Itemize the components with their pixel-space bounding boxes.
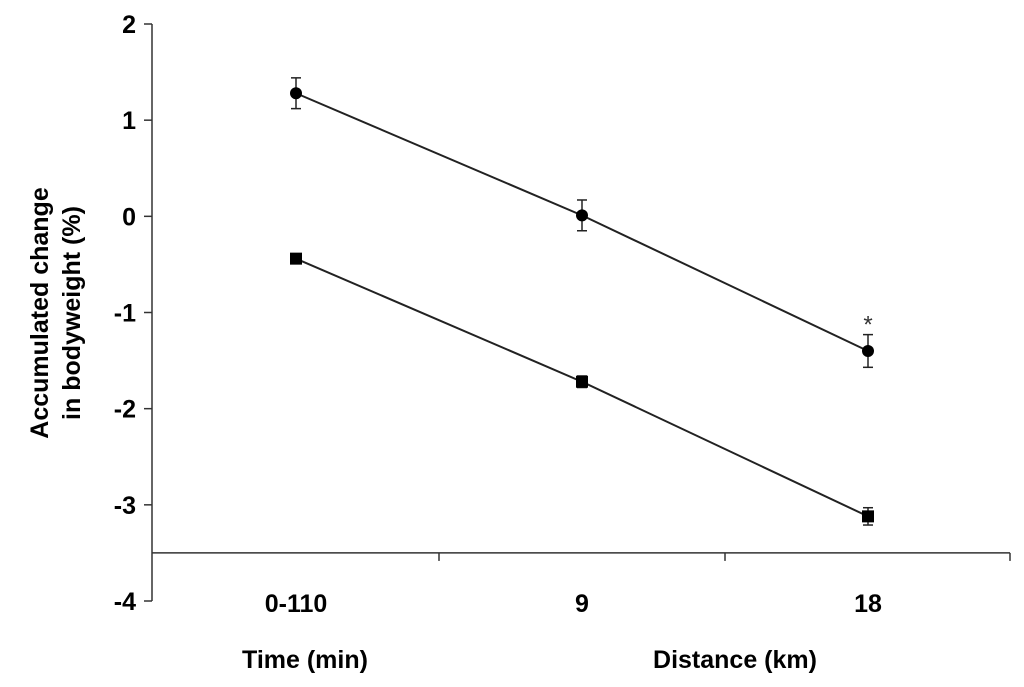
data-point	[862, 344, 874, 357]
x-axis-title-time: Time (min)	[242, 646, 368, 674]
y-tick-label: -4	[114, 588, 136, 616]
y-tick-label: -2	[114, 396, 136, 424]
y-tick-label: -1	[114, 300, 136, 328]
y-tick-label: -3	[114, 492, 136, 520]
x-axis-title-distance: Distance (km)	[653, 646, 817, 674]
data-point	[290, 252, 302, 265]
plot-area: *	[290, 77, 874, 526]
y-axis-title-line-2: in bodyweight (%)	[58, 206, 86, 420]
y-tick-label: 2	[122, 11, 136, 39]
x-tick-label: 9	[575, 590, 589, 618]
axes: 2 1 0 -1 -2 -3 -4 0-110 9 18	[114, 11, 1011, 618]
x-tick-label: 18	[854, 590, 882, 618]
data-point	[862, 510, 874, 523]
data-point	[576, 375, 588, 388]
series-1	[290, 77, 874, 369]
data-point	[290, 87, 302, 100]
significance-annotation: *	[863, 311, 872, 338]
y-axis-title-line-1: Accumulated change	[26, 187, 54, 439]
data-point	[576, 209, 588, 222]
y-tick-label: 0	[122, 203, 136, 231]
x-tick-label: 0-110	[265, 590, 328, 618]
y-tick-label: 1	[122, 107, 136, 135]
series-2	[290, 252, 874, 526]
